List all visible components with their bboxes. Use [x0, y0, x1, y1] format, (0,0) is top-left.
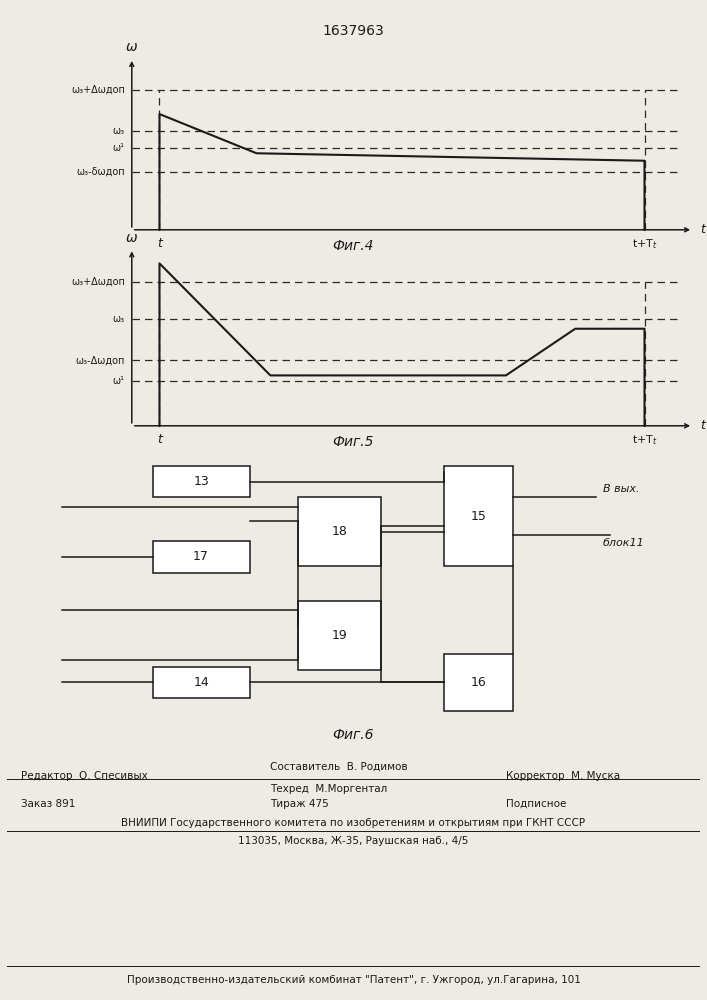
- Bar: [153, 466, 250, 497]
- Text: 1637963: 1637963: [322, 24, 385, 38]
- Text: ω₃+Δωдоп: ω₃+Δωдоп: [71, 85, 125, 95]
- Text: Редактор  О. Спесивых: Редактор О. Спесивых: [21, 771, 148, 781]
- Text: ω₃-δωдоп: ω₃-δωдоп: [76, 167, 125, 177]
- Bar: [153, 541, 250, 573]
- Text: 15: 15: [470, 510, 486, 523]
- Bar: [443, 466, 513, 566]
- Text: ВНИИПИ Государственного комитета по изобретениям и открытиям при ГКНТ СССР: ВНИИПИ Государственного комитета по изоб…: [122, 818, 585, 828]
- Text: Заказ 891: Заказ 891: [21, 799, 76, 809]
- Text: ω₃+Δωдоп: ω₃+Δωдоп: [71, 277, 125, 287]
- Text: 113035, Москва, Ж-35, Раушская наб., 4/5: 113035, Москва, Ж-35, Раушская наб., 4/5: [238, 836, 469, 846]
- Text: В вых.: В вых.: [603, 484, 639, 494]
- Text: ω: ω: [126, 231, 138, 245]
- Bar: [443, 654, 513, 711]
- Text: Фиг.5: Фиг.5: [333, 435, 374, 449]
- Text: ω₃-Δωдоп: ω₃-Δωдоп: [76, 355, 125, 365]
- Text: Фиг.4: Фиг.4: [333, 239, 374, 253]
- Text: 14: 14: [193, 676, 209, 689]
- Text: 17: 17: [193, 550, 209, 563]
- Bar: [153, 667, 250, 698]
- Text: ω₃: ω₃: [112, 314, 125, 324]
- Text: Техред  М.Моргентал: Техред М.Моргентал: [270, 784, 387, 794]
- Text: t: t: [700, 223, 705, 236]
- Text: Подписное: Подписное: [506, 799, 566, 809]
- Text: ω₃: ω₃: [112, 126, 125, 136]
- Text: 16: 16: [470, 676, 486, 689]
- Text: t: t: [157, 237, 162, 250]
- Text: 19: 19: [332, 629, 348, 642]
- Text: Производственно-издательский комбинат "Патент", г. Ужгород, ул.Гагарина, 101: Производственно-издательский комбинат "П…: [127, 975, 580, 985]
- Text: Фиг.6: Фиг.6: [333, 728, 374, 742]
- Text: 18: 18: [332, 525, 348, 538]
- Text: t: t: [700, 419, 705, 432]
- Text: Составитель  В. Родимов: Составитель В. Родимов: [270, 762, 408, 772]
- Text: Тираж 475: Тираж 475: [270, 799, 329, 809]
- Text: t+T$_t$: t+T$_t$: [631, 237, 658, 251]
- Text: ω: ω: [126, 40, 138, 54]
- Text: ω¹: ω¹: [113, 143, 125, 153]
- Text: блок11: блок11: [603, 538, 645, 548]
- Text: t+T$_t$: t+T$_t$: [631, 433, 658, 447]
- Text: 13: 13: [193, 475, 209, 488]
- Bar: [298, 497, 381, 566]
- Bar: [298, 601, 381, 670]
- Text: t: t: [157, 433, 162, 446]
- Text: Корректор  М. Муска: Корректор М. Муска: [506, 771, 620, 781]
- Text: ω¹: ω¹: [113, 376, 125, 386]
